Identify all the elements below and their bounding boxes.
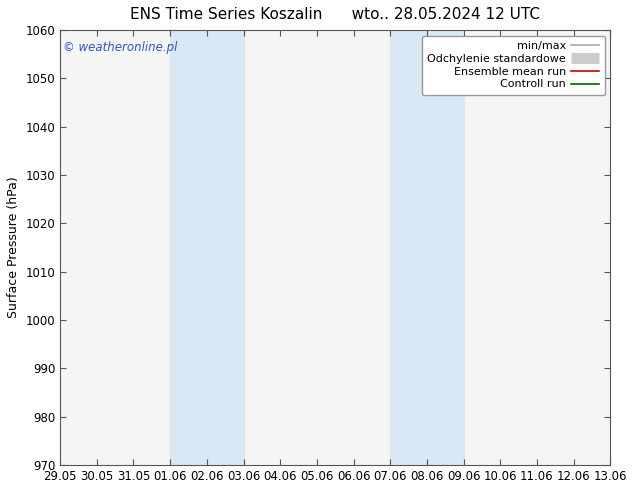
Bar <box>170 30 243 465</box>
Title: ENS Time Series Koszalin      wto.. 28.05.2024 12 UTC: ENS Time Series Koszalin wto.. 28.05.202… <box>130 7 540 22</box>
Bar <box>391 30 463 465</box>
Text: © weatheronline.pl: © weatheronline.pl <box>63 41 178 54</box>
Y-axis label: Surface Pressure (hPa): Surface Pressure (hPa) <box>7 177 20 318</box>
Legend: min/max, Odchylenie standardowe, Ensemble mean run, Controll run: min/max, Odchylenie standardowe, Ensembl… <box>422 36 605 95</box>
